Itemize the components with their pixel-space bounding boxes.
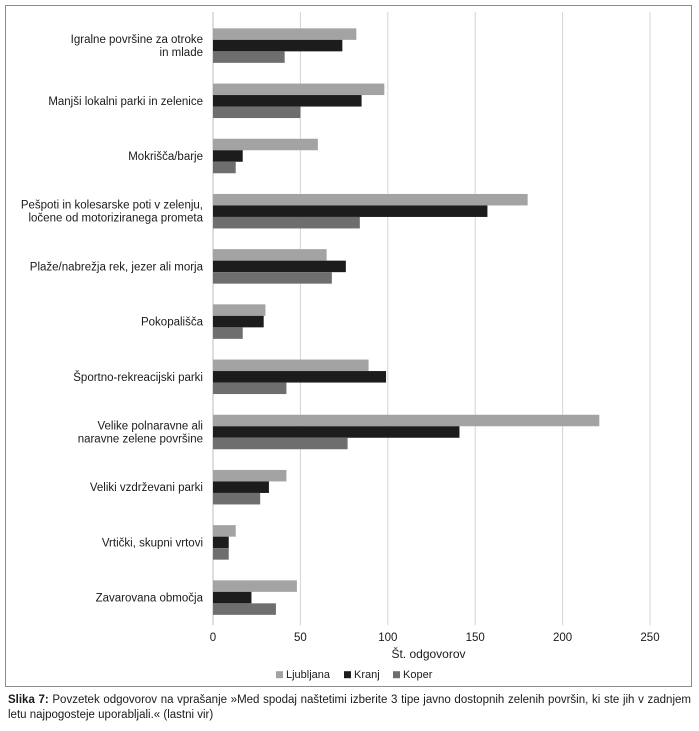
figure-caption: Slika 7: Povzetek odgovorov na vprašanje… [8, 693, 691, 723]
x-tick-label: 100 [378, 632, 397, 644]
caption-label: Slika 7: [8, 694, 49, 706]
category-label: naravne zelene površine [78, 434, 203, 446]
category-label: Vrtički, skupni vrtovi [102, 537, 203, 549]
bar-kranj-1 [213, 95, 362, 107]
legend-swatch-ljubljana [276, 671, 283, 679]
bar-koper-2 [213, 161, 236, 174]
bar-kranj-4 [213, 260, 346, 273]
bar-koper-0 [213, 51, 285, 63]
bar-koper-5 [213, 327, 243, 339]
bar-kranj-8 [213, 481, 269, 493]
bar-koper-1 [213, 106, 301, 119]
category-label: Velike polnaravne ali [98, 421, 204, 433]
bar-ljubljana-2 [213, 138, 318, 151]
bar-ljubljana-5 [213, 304, 266, 316]
legend-label-koper: Koper [403, 669, 433, 681]
bar-koper-3 [213, 216, 360, 229]
bar-koper-7 [213, 437, 348, 450]
category-label: Pešpoti in kolesarske poti v zelenju, [21, 200, 203, 212]
bar-ljubljana-7 [213, 414, 600, 427]
legend-swatch-kranj [344, 671, 351, 679]
bar-kranj-9 [213, 536, 229, 549]
caption-text: Povzetek odgovorov na vprašanje »Med spo… [8, 694, 691, 721]
category-label: Zavarovana območja [96, 593, 204, 605]
bar-ljubljana-1 [213, 83, 385, 96]
bar-kranj-0 [213, 39, 343, 52]
category-label: Veliki vzdrževani parki [90, 482, 203, 494]
bar-kranj-5 [213, 315, 264, 328]
bar-ljubljana-9 [213, 525, 236, 537]
category-label: in mlade [160, 47, 203, 59]
bar-ljubljana-8 [213, 469, 287, 482]
category-label: ločene od motoriziranega prometa [28, 213, 203, 225]
chart-frame: Igralne površine za otroke in mlade Manjši… [5, 5, 692, 687]
category-label: Plaže/nabrežja rek, jezer ali morja [30, 261, 204, 273]
x-tick-label: 0 [210, 632, 216, 644]
category-label: Športno-rekreacijski parki [73, 371, 203, 384]
bar-koper-8 [213, 492, 261, 505]
legend-label-ljubljana: Ljubljana [286, 669, 331, 681]
category-label: Pokopališča [141, 317, 204, 329]
bar-ljubljana-4 [213, 249, 327, 261]
bar-ljubljana-6 [213, 359, 369, 372]
bar-koper-10 [213, 603, 276, 615]
bar-ljubljana-10 [213, 580, 297, 592]
bar-koper-6 [213, 382, 287, 395]
bar-ljubljana-0 [213, 28, 357, 40]
category-label: Manjši lokalni parki in zelenice [48, 96, 203, 108]
legend-swatch-koper [393, 671, 400, 679]
category-label: Mokrišča/barje [128, 151, 203, 163]
bar-kranj-6 [213, 371, 387, 383]
legend-label-kranj: Kranj [354, 669, 380, 681]
x-tick-label: 250 [640, 632, 659, 644]
x-tick-label: 50 [294, 632, 307, 644]
bar-kranj-10 [213, 591, 252, 604]
category-label: Igralne površine za otroke [71, 34, 203, 46]
bar-koper-4 [213, 272, 332, 284]
bar-kranj-2 [213, 150, 243, 162]
x-tick-label: 200 [553, 632, 572, 644]
x-axis-title: Št. odgovorov [391, 646, 465, 661]
bar-kranj-3 [213, 205, 488, 217]
bar-ljubljana-3 [213, 193, 528, 206]
bar-kranj-7 [213, 426, 460, 438]
x-tick-label: 150 [466, 632, 485, 644]
bar-koper-9 [213, 548, 229, 560]
